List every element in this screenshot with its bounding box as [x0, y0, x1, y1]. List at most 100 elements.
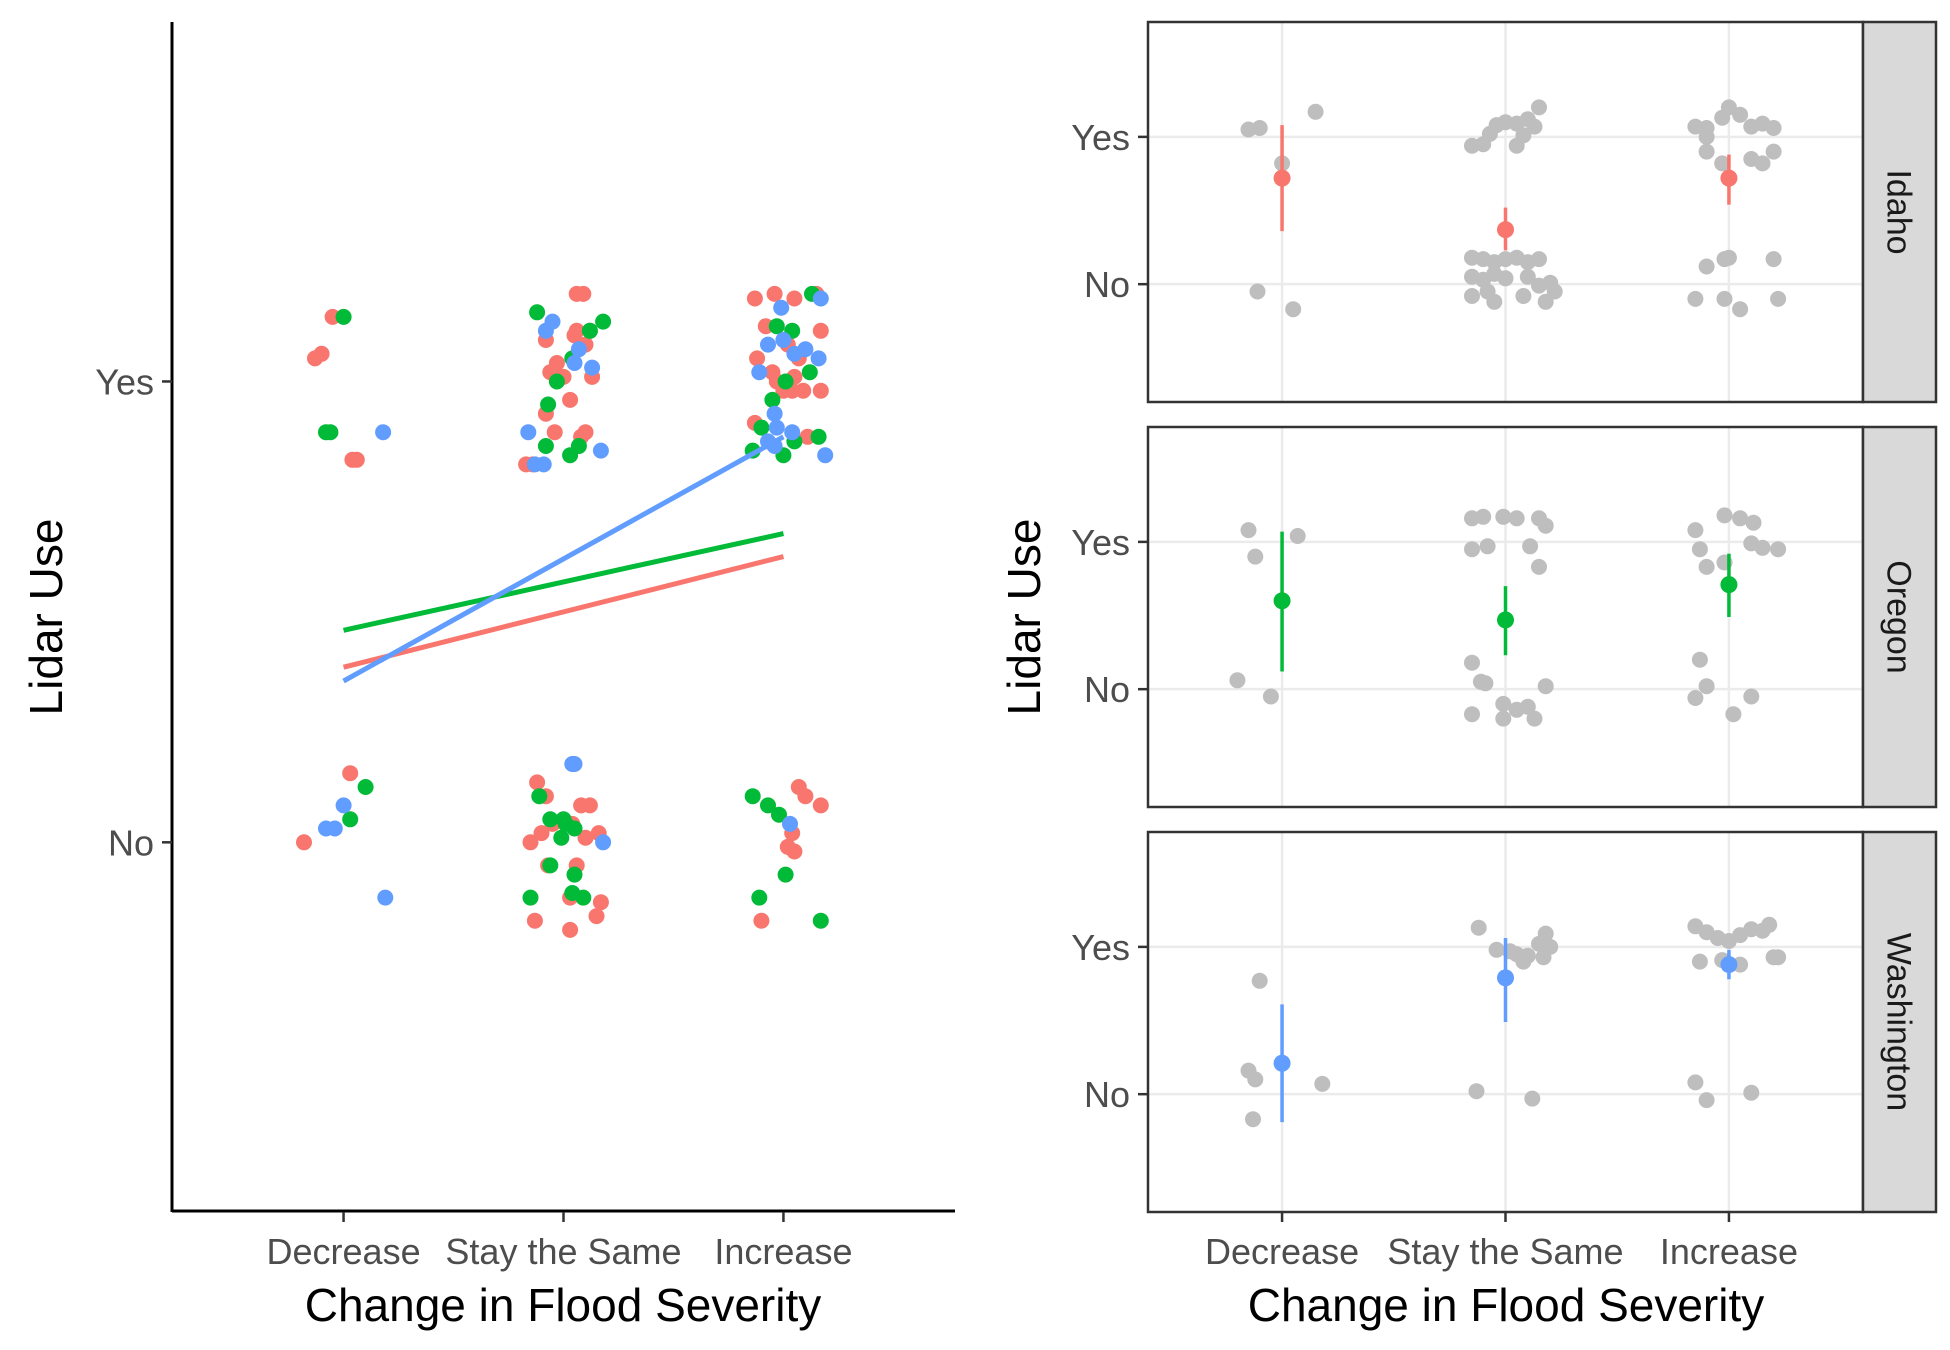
facet-point [1497, 270, 1514, 287]
facet-point [1515, 288, 1532, 304]
facet-point [1519, 268, 1536, 285]
right-x-tick-label: Decrease [1205, 1231, 1359, 1272]
left-trend-line [342, 554, 785, 670]
left-point [324, 308, 341, 325]
left-x-axis-title: Change in Flood Severity [305, 1279, 822, 1331]
facet-point [1470, 919, 1487, 936]
facet-point [1519, 698, 1536, 715]
left-point [570, 341, 587, 358]
left-point [810, 428, 827, 445]
facet-strip-label: Idaho [1880, 169, 1918, 254]
facet-point [1475, 508, 1492, 525]
facet-point [1464, 288, 1480, 304]
left-point [335, 308, 352, 325]
left-point [751, 364, 768, 381]
right-y-axis-title: Lidar Use [998, 519, 1050, 716]
left-point [784, 424, 801, 441]
facet-point [1765, 949, 1782, 966]
facet-point [1732, 106, 1749, 123]
facet-point [1546, 283, 1563, 300]
left-x-tick-label: Decrease [267, 1231, 421, 1272]
facet-point [1687, 690, 1704, 706]
facet-point [1725, 706, 1742, 723]
left-y-axis-title: Lidar Use [20, 519, 72, 716]
facet-point [1477, 675, 1494, 692]
facet-point [1743, 535, 1760, 552]
left-point [810, 350, 827, 367]
facet-point [1524, 1090, 1541, 1107]
facet-point [1714, 155, 1731, 172]
facet-point [1289, 528, 1306, 544]
facet-point [1687, 522, 1704, 539]
right-x-axis-title: Change in Flood Severity [1248, 1279, 1765, 1331]
left-trend-line [343, 531, 784, 633]
facet-point [1698, 558, 1715, 575]
facet-point [1537, 293, 1554, 310]
facet-mean-point [1720, 576, 1738, 594]
left-point [537, 438, 554, 454]
left-point [768, 419, 785, 436]
facet-point [1687, 290, 1704, 307]
left-point [766, 285, 783, 302]
left-point [562, 921, 579, 938]
facet-point [1464, 706, 1480, 723]
facet-point [1251, 972, 1268, 989]
facet-point [1464, 654, 1480, 671]
facet-strip-label: Washington [1880, 933, 1918, 1111]
left-point [566, 756, 583, 772]
right-panel: Idaho No Yes Oregon No Yes Washington No Yes Dec… [998, 20, 1938, 1331]
facet-point [1698, 143, 1715, 160]
facet-point [1531, 99, 1547, 116]
left-point [777, 866, 794, 883]
left-point [342, 765, 359, 782]
left-point [812, 797, 829, 814]
facet-y-tick-label: Yes [1071, 522, 1130, 563]
left-point [562, 447, 579, 464]
left-y-tick-label: Yes [95, 361, 154, 402]
left-point [812, 290, 829, 307]
facet-point [1247, 1071, 1264, 1088]
left-point [564, 885, 581, 901]
facet-point [1698, 1092, 1715, 1109]
left-plot-area [296, 285, 834, 938]
facet-point [1698, 258, 1715, 275]
facet-mean-point [1497, 611, 1514, 629]
left-point [581, 322, 598, 339]
left-point [771, 806, 787, 823]
left-point [746, 290, 763, 307]
left-y-tick-label: No [108, 822, 154, 863]
facet-mean-point [1497, 969, 1514, 987]
left-point [555, 811, 572, 828]
facet-strip [1861, 830, 1938, 1214]
facet-point [1732, 301, 1749, 318]
left-point [348, 451, 365, 468]
left-panel: No Yes Decrease Stay the Same Increase Chan… [20, 22, 955, 1331]
left-x-tick-label: Increase [714, 1231, 852, 1272]
left-point [581, 797, 598, 814]
facet-panels: Idaho No Yes Oregon No Yes Washington No Yes [1071, 20, 1938, 1214]
left-point [797, 341, 814, 358]
left-point [592, 894, 609, 911]
left-point [595, 313, 612, 330]
left-point [766, 405, 783, 422]
facet-point [1464, 541, 1480, 558]
facet-point [1495, 710, 1512, 727]
left-point [548, 373, 565, 390]
facet-point [1531, 251, 1547, 268]
left-point [786, 843, 803, 860]
left-point [595, 834, 612, 851]
left-point [326, 820, 343, 837]
facet-point [1495, 695, 1512, 712]
facet-point [1745, 514, 1762, 531]
left-point [760, 797, 776, 814]
left-point [817, 447, 834, 464]
facet-point [1479, 538, 1496, 555]
facet-point [1531, 558, 1547, 575]
left-point [335, 797, 352, 814]
facet-point [1468, 1083, 1485, 1100]
left-point [313, 345, 330, 362]
left-point [548, 355, 565, 371]
left-point [592, 442, 609, 459]
facet-point [1251, 120, 1268, 136]
